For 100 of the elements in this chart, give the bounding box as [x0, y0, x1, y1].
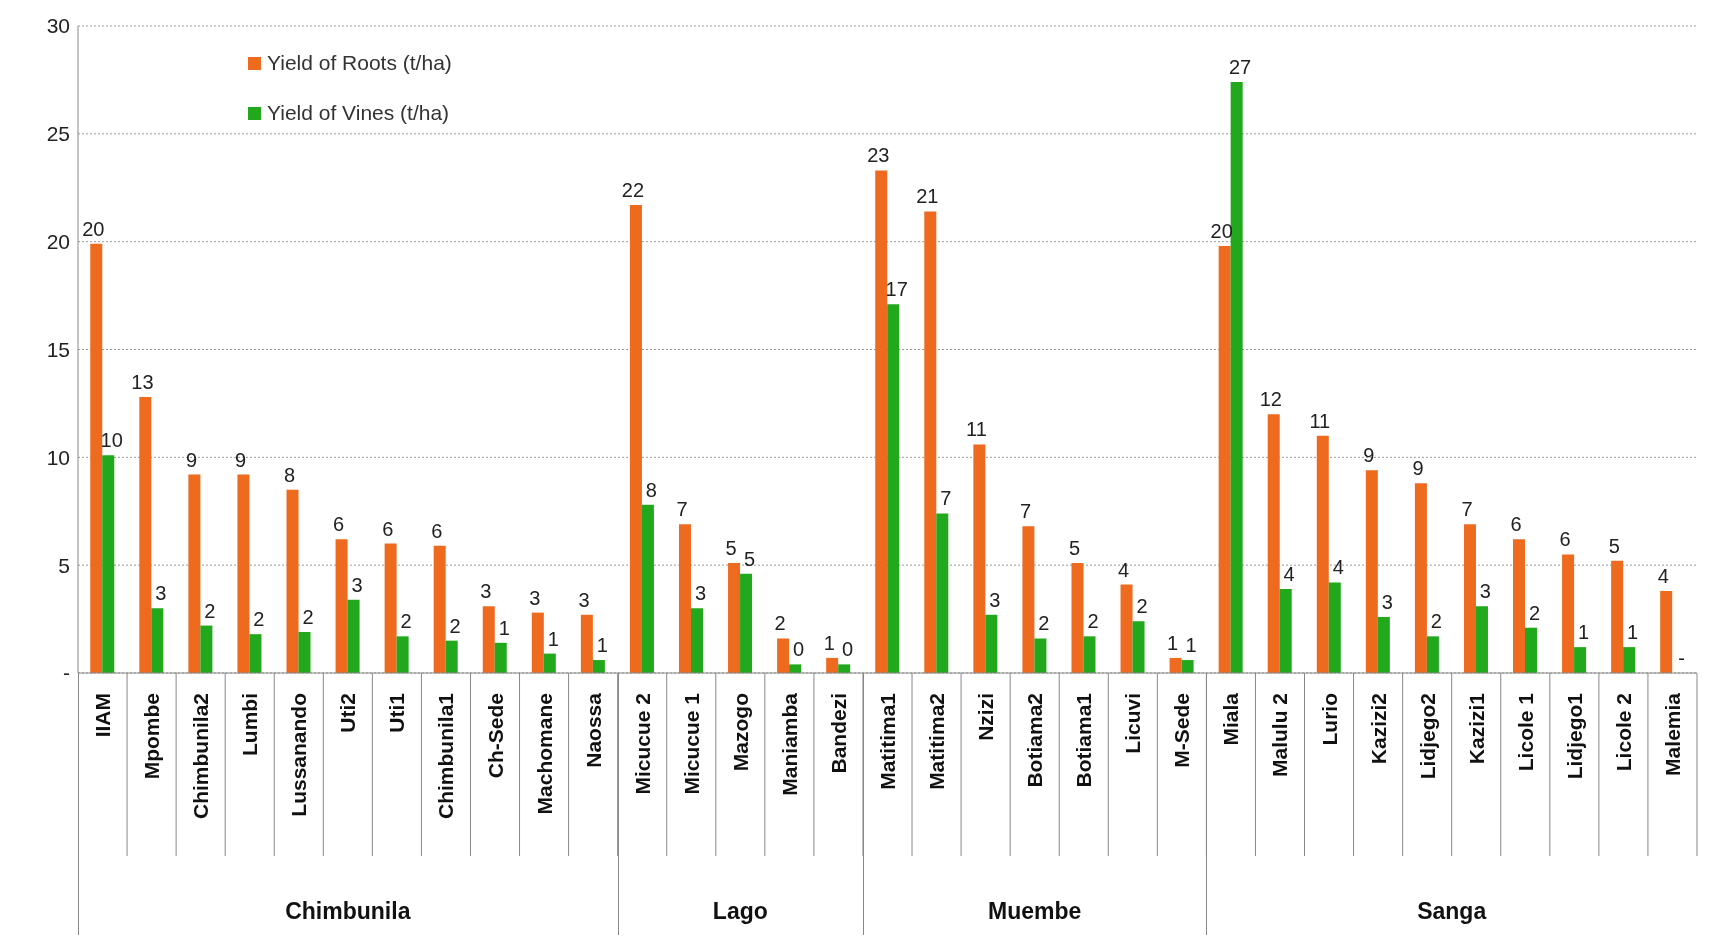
data-label: 27: [1229, 56, 1252, 79]
bar: [1365, 470, 1378, 673]
bar: [433, 545, 446, 673]
bar: [249, 634, 262, 673]
x-tick-label: Bandezi: [826, 693, 850, 774]
x-tick-label: Lumbi: [238, 693, 262, 756]
data-label: 3: [155, 582, 167, 605]
x-tick-label: Malemia: [1660, 692, 1684, 776]
data-label: 2: [204, 599, 216, 622]
data-label: 6: [333, 513, 345, 536]
bar: [494, 642, 507, 673]
data-label: 22: [621, 179, 645, 201]
data-label: 2: [1087, 610, 1099, 633]
data-label: 3: [529, 586, 541, 609]
data-label: 4: [1283, 562, 1295, 585]
data-label: 4: [1657, 565, 1669, 588]
x-tick-label: Kazizi2: [1366, 693, 1390, 765]
data-label: 11: [966, 418, 987, 441]
text: Muembe: [987, 898, 1083, 925]
x-tick-label: Miala: [1219, 692, 1243, 746]
y-tick-label: -: [63, 661, 70, 685]
bar: [789, 664, 802, 673]
bar: [924, 211, 937, 673]
x-tick-label: Uti1: [385, 692, 409, 733]
bar: [1660, 591, 1673, 673]
x-tick-label: IIAM: [91, 693, 115, 738]
bar: [1022, 526, 1035, 673]
bar: [592, 660, 605, 673]
bar: [286, 489, 299, 673]
x-tick-label: Lussanando: [287, 693, 311, 817]
data-label: 8: [645, 478, 657, 501]
data-label: 0: [842, 638, 854, 661]
bar: [1377, 616, 1390, 673]
x-tick-label: Micucue 1: [679, 692, 703, 795]
x-tick-label: Micucue 2: [630, 693, 654, 795]
data-label: 6: [431, 519, 443, 542]
data-label: 7: [1461, 498, 1473, 521]
data-label: 11: [1309, 409, 1331, 432]
bar: [936, 513, 949, 673]
data-label: 1: [1167, 631, 1179, 654]
data-label: 3: [1381, 590, 1393, 613]
data-label: 7: [940, 487, 952, 510]
bar: [298, 632, 311, 673]
x-tick-label: Botiama2: [1023, 693, 1047, 788]
x-tick-label: Lurio: [1317, 693, 1341, 746]
bar: [102, 455, 115, 673]
data-label: 2: [302, 606, 314, 629]
x-tick-label: Licuvi: [1121, 693, 1145, 754]
bar: [875, 170, 888, 673]
data-label: 1: [498, 616, 510, 639]
data-label: 2: [774, 612, 786, 635]
x-tick-label: Matitima2: [925, 693, 949, 790]
x-tick-label: Malulu 2: [1268, 693, 1292, 778]
data-label: 4: [1332, 556, 1344, 579]
bar: [1463, 524, 1476, 673]
y-tick-label: 10: [46, 445, 70, 469]
bar: [543, 653, 556, 673]
data-label: 13: [131, 370, 154, 393]
y-tick-label: 5: [58, 553, 70, 577]
bar: [1132, 621, 1145, 673]
bar: [580, 614, 593, 673]
x-tick-label: Mazogo: [728, 693, 752, 772]
bar: [200, 625, 213, 673]
bar: [1513, 539, 1526, 673]
data-label: 8: [284, 463, 296, 486]
bar: [690, 608, 703, 673]
bar: [1169, 657, 1182, 673]
bar: [1562, 554, 1575, 673]
data-label: 2: [1528, 601, 1541, 624]
bar: [1230, 82, 1243, 673]
data-label: 6: [1559, 528, 1571, 551]
data-label: 23: [867, 144, 890, 167]
bar: [1083, 636, 1096, 673]
data-label: 1: [1185, 634, 1197, 657]
y-tick-label: 30: [46, 14, 70, 38]
data-label: 3: [1479, 580, 1491, 603]
x-tick-label: Chimbunila2: [189, 693, 213, 820]
bar: [629, 205, 642, 673]
y-tick-label: 20: [46, 230, 70, 254]
bar: [1279, 588, 1292, 673]
bar: [1218, 245, 1231, 673]
data-label: 1: [596, 634, 608, 657]
bar: [887, 304, 900, 673]
bar: [826, 657, 839, 673]
bar: [1574, 647, 1587, 673]
data-label: 3: [989, 588, 1001, 611]
data-label: 3: [578, 588, 590, 611]
bar: [1328, 582, 1341, 673]
bar: [1120, 584, 1133, 673]
data-label: 21: [916, 185, 939, 208]
bar: [985, 614, 998, 673]
bar: [777, 638, 790, 673]
x-tick-label: Lidjego1: [1562, 692, 1586, 780]
bar: [973, 444, 986, 673]
bar: [1071, 563, 1084, 673]
x-tick-label: Lidjego2: [1415, 693, 1439, 780]
data-label: 20: [82, 217, 105, 240]
data-label: 12: [1259, 388, 1282, 411]
y-tick-label: 25: [46, 122, 70, 146]
data-label: 6: [382, 517, 394, 540]
